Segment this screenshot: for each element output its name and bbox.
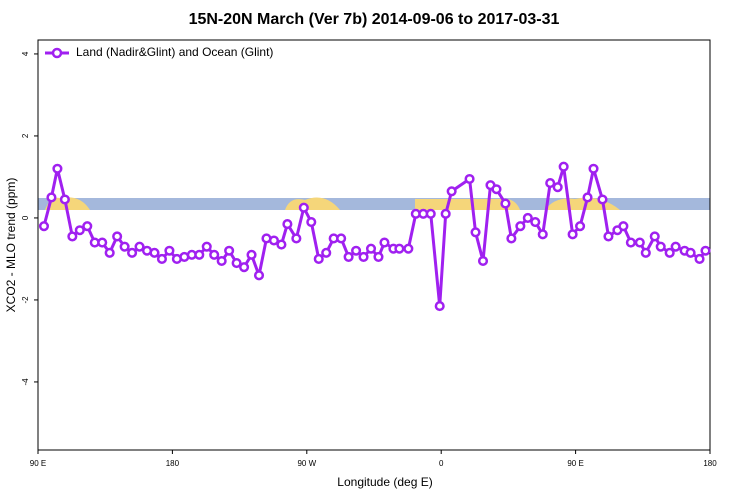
- data-point: [567, 229, 578, 240]
- data-point: [336, 233, 347, 244]
- data-point: [104, 247, 115, 258]
- data-point: [194, 249, 205, 260]
- data-point: [403, 243, 414, 254]
- data-point: [82, 221, 93, 232]
- data-point: [618, 221, 629, 232]
- data-point: [545, 178, 556, 189]
- data-point: [670, 241, 681, 252]
- x-tick-label: 90 E: [567, 459, 583, 468]
- data-point: [52, 163, 63, 174]
- data-point: [149, 247, 160, 258]
- data-point: [282, 219, 293, 230]
- data-point: [209, 249, 220, 260]
- data-point: [470, 227, 481, 238]
- data-point: [276, 239, 287, 250]
- data-point: [134, 241, 145, 252]
- data-point: [379, 237, 390, 248]
- data-point: [700, 245, 711, 256]
- data-point: [506, 233, 517, 244]
- data-point: [446, 186, 457, 197]
- data-point: [634, 237, 645, 248]
- data-point: [313, 253, 324, 264]
- data-point: [664, 247, 675, 258]
- x-tick-label: 0: [439, 459, 444, 468]
- data-point: [253, 270, 265, 281]
- data-point: [231, 257, 242, 269]
- data-point: [603, 231, 614, 242]
- data-point: [306, 216, 317, 228]
- data-point: [74, 225, 85, 236]
- data-point: [522, 212, 533, 223]
- data-point: [67, 231, 78, 242]
- data-point: [597, 194, 608, 205]
- y-axis-label: XCO2 - MLO trend (ppm): [4, 178, 18, 313]
- plot-frame: [37, 39, 711, 451]
- data-point: [655, 241, 666, 252]
- x-tick-label: 90 E: [30, 459, 46, 468]
- data-point: [365, 243, 377, 254]
- data-point: [119, 241, 130, 252]
- legend-marker: [51, 47, 63, 59]
- data-point: [358, 251, 369, 262]
- data-point: [491, 184, 502, 195]
- data-point: [127, 247, 138, 258]
- data-point: [588, 163, 599, 174]
- data-point: [694, 253, 705, 264]
- data-point: [246, 249, 257, 260]
- data-point: [351, 245, 362, 256]
- y-tick-label: 0: [21, 215, 30, 220]
- x-tick-label: 90 W: [297, 459, 316, 468]
- data-point: [164, 245, 175, 256]
- data-point: [434, 301, 445, 312]
- data-point: [97, 237, 108, 248]
- data-point: [582, 192, 593, 203]
- data-point: [640, 247, 651, 258]
- data-point: [558, 161, 569, 172]
- data-point: [530, 216, 541, 228]
- data-point: [112, 231, 123, 242]
- legend-label: Land (Nadir&Glint) and Ocean (Glint): [76, 45, 273, 59]
- data-point: [477, 255, 489, 267]
- data-point: [500, 198, 511, 209]
- data-point: [38, 221, 50, 232]
- data-point: [321, 247, 332, 258]
- data-point: [515, 221, 526, 232]
- data-point: [552, 182, 563, 193]
- y-tick-label: -4: [21, 378, 30, 386]
- data-point: [394, 243, 405, 254]
- data-point: [59, 194, 70, 205]
- y-tick-label: 2: [21, 133, 30, 138]
- y-tick-label: -2: [21, 296, 30, 304]
- data-point: [201, 241, 212, 252]
- data-point: [343, 251, 354, 262]
- data-point: [156, 253, 167, 264]
- x-tick-label: 180: [166, 459, 180, 468]
- data-point: [464, 173, 475, 185]
- data-point: [537, 229, 548, 240]
- data-point: [425, 208, 436, 219]
- data-point: [373, 251, 384, 262]
- data-point: [239, 262, 250, 273]
- data-point: [625, 237, 636, 248]
- data-point: [224, 245, 235, 256]
- legend: Land (Nadir&Glint) and Ocean (Glint): [45, 45, 273, 59]
- y-tick-label: 4: [21, 51, 30, 56]
- x-tick-label: 180: [703, 459, 717, 468]
- data-point: [298, 202, 309, 213]
- data-point: [685, 247, 696, 258]
- background-map: [38, 197, 710, 210]
- data-point: [649, 231, 660, 242]
- chart-title: 15N-20N March (Ver 7b) 2014-09-06 to 201…: [189, 11, 560, 28]
- data-point: [216, 255, 227, 267]
- data-point: [268, 235, 279, 246]
- data-point: [440, 208, 451, 219]
- data-point: [575, 221, 586, 232]
- data-point: [46, 192, 57, 203]
- x-axis-label: Longitude (deg E): [337, 475, 432, 489]
- data-point: [291, 233, 302, 244]
